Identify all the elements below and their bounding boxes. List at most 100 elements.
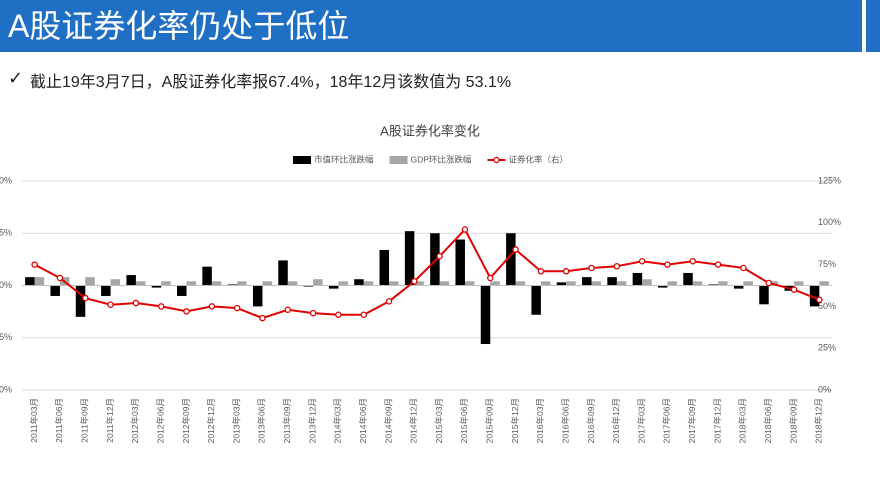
y2-tick-label: 0% [818,384,831,394]
bar [657,285,668,288]
line-marker [638,258,646,265]
x-tick-label: 2018年09月 [788,398,798,443]
line-marker [360,311,367,319]
bar [490,281,500,286]
x-tick-label: 2018年03月 [738,398,748,443]
line-marker [765,279,772,287]
x-tick-label: 2014年03月 [333,398,343,443]
bar [404,231,415,286]
bar [126,275,136,286]
line-marker [588,264,595,272]
line-marker [512,246,519,253]
line-marker [461,226,469,233]
bar [363,281,374,286]
line-marker [689,258,697,265]
y2-tick-label: 125% [818,175,841,185]
line-marker [132,299,140,307]
bar [794,281,804,286]
legend-swatch [293,156,311,164]
x-tick-label: 2018年06月 [763,398,773,443]
x-tick-label: 2015年12月 [510,398,520,443]
x-tick-label: 2016年09月 [586,398,596,443]
bar [515,281,526,286]
line-marker [613,263,621,270]
legend-label: 市值环比涨跌幅 [314,154,374,164]
x-tick-label: 2016年12月 [611,398,621,443]
bar [389,281,399,286]
y2-tick-label: 50% [818,301,836,311]
bar [202,266,212,286]
bar [278,260,288,286]
line-marker [107,301,114,308]
bar [25,277,35,286]
x-tick-label: 2014年12月 [409,398,419,443]
legend-swatch-marker [493,156,500,164]
bar [718,281,728,286]
y-tick-label: 50% [0,175,12,185]
bar [616,281,627,286]
bar [211,281,222,286]
bar [506,233,516,286]
line-marker [411,278,418,285]
bar [708,284,719,286]
bar [414,281,424,286]
line-marker [335,311,342,319]
bar [591,281,602,286]
line-marker [487,274,494,282]
bar [110,279,121,286]
check-icon: ✓ [8,68,24,88]
bar [379,249,390,286]
bar [733,285,744,289]
x-tick-label: 2015年06月 [459,398,469,443]
legend-label: 证券化率（右） [508,154,568,164]
y-tick-label: -25% [0,332,12,342]
bar [642,279,652,286]
bar [632,272,643,286]
bar [430,233,440,286]
x-tick-label: 2016年03月 [535,398,545,443]
x-tick-label: 2011年09月 [80,398,90,443]
bar [237,281,247,286]
bar [227,284,238,286]
bar [439,281,450,286]
bar [667,281,677,286]
bar [683,272,693,286]
y-tick-label: 0% [0,280,12,290]
line-marker [385,298,393,305]
line-marker [790,286,798,293]
title-bar [0,0,862,52]
title-bar-edge [866,0,880,52]
bar [464,281,475,286]
line-marker [56,274,64,282]
x-tick-label: 2015年09月 [485,398,495,443]
x-tick-label: 2017年09月 [687,398,697,443]
y-tick-label: 25% [0,228,12,238]
bar [303,285,314,287]
bar [582,277,592,286]
y2-tick-label: 100% [818,217,841,227]
x-tick-label: 2017年06月 [662,398,672,443]
bar [531,285,541,315]
bar [607,277,617,286]
line-marker [82,294,89,302]
bar [819,281,829,286]
x-tick-label: 2014年09月 [383,398,393,443]
x-tick-label: 2018年12月 [814,398,824,443]
bar [328,285,339,289]
y-tick-label: -50% [0,384,12,394]
bar [540,281,551,286]
bar [692,281,703,286]
legend-swatch [389,156,408,164]
x-tick-label: 2012年09月 [181,398,191,443]
x-tick-label: 2011年12月 [105,398,115,443]
bar [252,285,263,307]
x-tick-label: 2012年12月 [206,398,216,443]
bar [262,281,272,286]
x-tick-label: 2014年06月 [358,398,368,443]
x-tick-label: 2013年12月 [307,398,317,443]
bar [135,281,146,286]
bar [161,281,171,286]
x-tick-label: 2017年03月 [636,398,646,443]
line-marker [740,264,747,272]
